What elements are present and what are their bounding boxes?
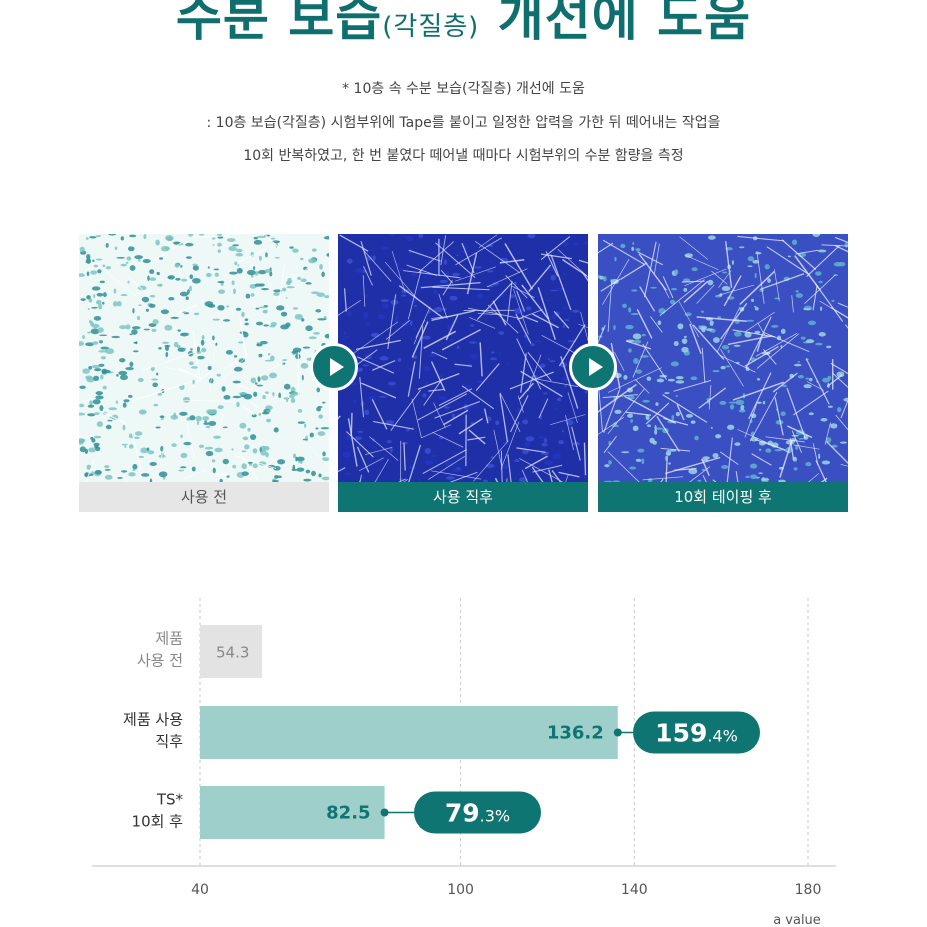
percentage-badge [414,791,541,834]
badge-connector-dot [380,808,389,817]
panel-caption-immediately-after: 사용 직후 [338,482,588,512]
panel-immediately-after: 사용 직후 [338,234,588,512]
skin-texture-taping-image [598,234,848,482]
x-tick-label: 140 [621,882,648,898]
title-sub: (각질층) [382,12,480,42]
bar-value-label: 82.5 [326,803,370,824]
percentage-badge-label: 79.3% [445,799,510,828]
skin-texture-before-image [79,234,329,482]
y-category-label: 사용 전 [137,652,183,670]
bar [200,706,618,759]
page-title: 수분 보습(각질층) 개선에 도움 [0,0,927,50]
bar-value-label: 54.3 [216,644,249,662]
percentage-badge-label: 159.4% [655,719,738,748]
bar [200,786,385,839]
badge-connector-dot [613,728,622,737]
panel-after-10-tapings: 10회 테이핑 후 [598,234,848,512]
play-arrow-icon [310,343,358,391]
y-category-label: TS* [156,791,184,809]
x-axis-label: a value [773,913,821,927]
title-main-a: 수분 보습 [175,0,383,47]
description-line-2: : 10층 보습(각질층) 시험부위에 Tape를 붙이고 일정한 압력을 가한… [206,115,721,131]
x-tick-label: 40 [191,882,209,898]
panel-caption-before: 사용 전 [79,482,329,512]
bar-value-label: 136.2 [547,723,604,744]
panel-before: 사용 전 [79,234,329,512]
play-arrow-icon [569,343,617,391]
y-category-label: 10회 후 [132,813,184,831]
y-category-label: 직후 [155,733,183,751]
description-line-1: * 10층 속 수분 보습(각질층) 개선에 도움 [342,81,585,97]
y-category-label: 제품 사용 [123,711,183,729]
bar [200,625,263,678]
percentage-badge [633,711,760,754]
x-tick-label: 180 [795,882,822,898]
panel-caption-after-10-tapings: 10회 테이핑 후 [598,482,848,512]
y-category-label: 제품 [155,630,183,648]
title-main-b: 개선에 도움 [497,0,752,47]
x-tick-label: 100 [447,882,474,898]
description-line-3: 10회 반복하였고, 한 번 붙였다 떼어낼 때마다 시험부위의 수분 함량을 … [243,148,684,164]
skin-texture-after-image [338,234,588,482]
